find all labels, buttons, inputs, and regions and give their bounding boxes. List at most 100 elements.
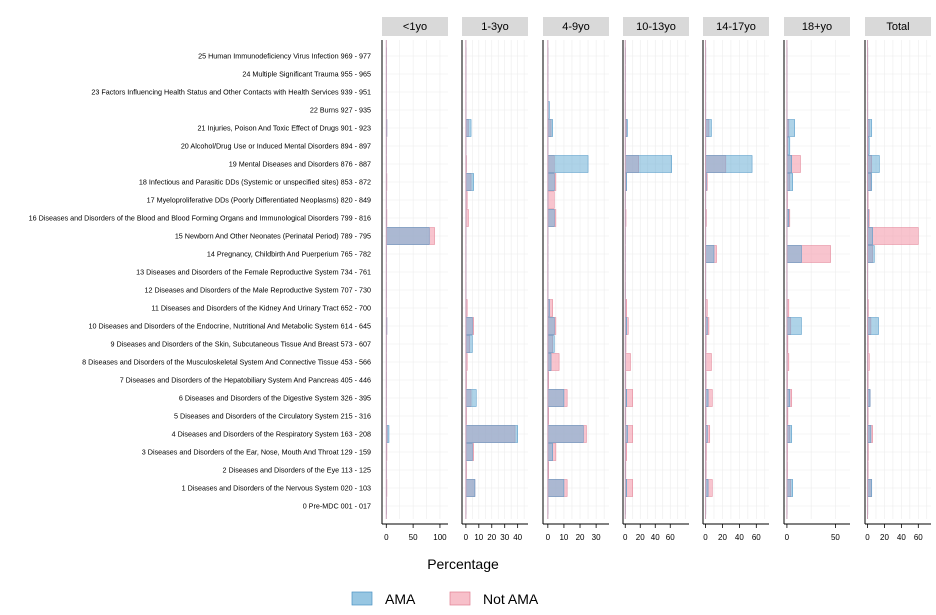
x-tick-label: 0 (623, 533, 628, 542)
x-tick-label: 10 (474, 533, 483, 542)
category-label: 18 Infectious and Parasitic DDs (Systemi… (139, 178, 371, 187)
category-label: 11 Diseases and Disorders of the Kidney … (151, 304, 371, 313)
bar-ama (867, 317, 879, 335)
bar-ama (547, 119, 553, 137)
facet-panel: 18+yo 0 50 (783, 17, 850, 542)
category-label: 10 Diseases and Disorders of the Endocri… (89, 322, 371, 331)
bar-ama (867, 173, 873, 191)
bar-ama (547, 155, 589, 173)
bar-ama (547, 425, 584, 443)
category-label: 0 Pre-MDC 001 - 017 (303, 502, 371, 511)
x-tick-label: 40 (897, 533, 906, 542)
facet-strip-label: Total (886, 21, 909, 33)
facet-strip (703, 17, 769, 36)
category-label: 25 Human Immunodeficiency Virus Infectio… (198, 52, 371, 61)
category-label: 1 Diseases and Disorders of the Nervous … (182, 484, 371, 493)
category-label: 21 Injuries, Poison And Toxic Effect of … (197, 124, 371, 133)
x-tick-label: 60 (752, 533, 761, 542)
bar-ama (465, 479, 476, 497)
bar-ama (465, 173, 474, 191)
facet-panel: 10-13yo 0 20 40 60 (622, 17, 689, 542)
facet-strip (382, 17, 448, 36)
x-tick-label: 20 (880, 533, 889, 542)
x-axis-title: Percentage (427, 556, 499, 572)
bar-ama (867, 245, 875, 263)
facet-panel: 1-3yo 0 10 20 30 40 (461, 17, 528, 542)
bar-ama (465, 317, 473, 335)
category-label: 9 Diseases and Disorders of the Skin, Su… (111, 340, 372, 349)
bar-ama (465, 443, 473, 461)
x-tick-label: 0 (546, 533, 551, 542)
facet-strip (462, 17, 528, 36)
bar-ama (705, 155, 753, 173)
bar-ama (465, 119, 472, 137)
category-label: 4 Diseases and Disorders of the Respirat… (172, 430, 371, 439)
category-label: 20 Alcohol/Drug Use or Induced Mental Di… (181, 142, 371, 151)
x-tick-label: 20 (576, 533, 585, 542)
facet-strip (865, 17, 931, 36)
bar-ama (386, 227, 430, 245)
bar-ama (547, 209, 555, 227)
bar-ama (867, 425, 872, 443)
legend: AMA Not AMA (351, 591, 539, 607)
x-tick-label: 40 (651, 533, 660, 542)
x-tick-label: 0 (464, 533, 469, 542)
category-label: 3 Diseases and Disorders of the Ear, Nos… (142, 448, 371, 457)
category-label: 16 Diseases and Disorders of the Blood a… (29, 214, 371, 223)
category-label: 13 Diseases and Disorders of the Female … (136, 268, 371, 277)
facet-strip-label: 4-9yo (562, 21, 590, 33)
x-tick-label: 100 (433, 533, 447, 542)
bar-not-ama (705, 353, 712, 371)
x-tick-label: 0 (703, 533, 708, 542)
x-tick-label: 10 (559, 533, 568, 542)
category-label: 8 Diseases and Disorders of the Musculos… (82, 358, 371, 367)
category-label: 14 Pregnancy, Childbirth And Puerperium … (207, 250, 371, 259)
legend-label-not-ama: Not AMA (483, 591, 539, 607)
x-tick-label: 50 (831, 533, 840, 542)
category-label: 7 Diseases and Disorders of the Hepatobi… (120, 376, 371, 385)
x-tick-label: 40 (513, 533, 522, 542)
bar-ama (786, 173, 793, 191)
x-tick-label: 40 (735, 533, 744, 542)
facet-panel: Total 0 20 40 60 (864, 17, 931, 542)
bar-ama (547, 389, 565, 407)
bar-ama (867, 155, 880, 173)
bar-ama (465, 335, 473, 353)
facet-strip (543, 17, 609, 36)
bar-not-ama (867, 227, 919, 245)
x-tick-label: 0 (785, 533, 790, 542)
bar-not-ama (625, 353, 631, 371)
facet-strip-label: 18+yo (802, 21, 832, 33)
facet-panels: <1yo 0 50 100 1-3yo 0 10 20 30 40 4-9yo 0 10 20 30 10-1… (381, 17, 931, 542)
category-label: 6 Diseases and Disorders of the Digestiv… (179, 394, 371, 403)
bar-ama (867, 119, 873, 137)
x-tick-label: 20 (636, 533, 645, 542)
facet-panel: <1yo 0 50 100 (381, 17, 448, 542)
bar-ama (786, 245, 802, 263)
x-tick-label: 30 (592, 533, 601, 542)
bar-ama (786, 425, 793, 443)
bar-ama (465, 389, 477, 407)
bar-ama (786, 317, 802, 335)
category-label: 23 Factors Influencing Health Status and… (91, 88, 371, 97)
facet-strip-label: 10-13yo (636, 21, 676, 33)
category-label: 15 Newborn And Other Neonates (Perinatal… (175, 232, 371, 241)
category-label: 22 Burns 927 - 935 (310, 106, 371, 115)
category-label: 12 Diseases and Disorders of the Male Re… (144, 286, 371, 295)
facet-strip-label: <1yo (403, 21, 427, 33)
category-labels: 25 Human Immunodeficiency Virus Infectio… (29, 52, 371, 511)
facet-strip-label: 14-17yo (716, 21, 756, 33)
bar-ama (547, 443, 553, 461)
x-tick-label: 60 (914, 533, 923, 542)
bar-ama (547, 479, 565, 497)
facet-strip-label: 1-3yo (481, 21, 509, 33)
bar-ama (867, 227, 873, 245)
facet-panel: 4-9yo 0 10 20 30 (542, 17, 609, 542)
bar-ama (547, 335, 555, 353)
legend-label-ama: AMA (385, 591, 416, 607)
facet-strip (784, 17, 850, 36)
category-label: 19 Mental Diseases and Disorders 876 - 8… (229, 160, 371, 169)
x-tick-label: 20 (718, 533, 727, 542)
x-tick-label: 60 (666, 533, 675, 542)
